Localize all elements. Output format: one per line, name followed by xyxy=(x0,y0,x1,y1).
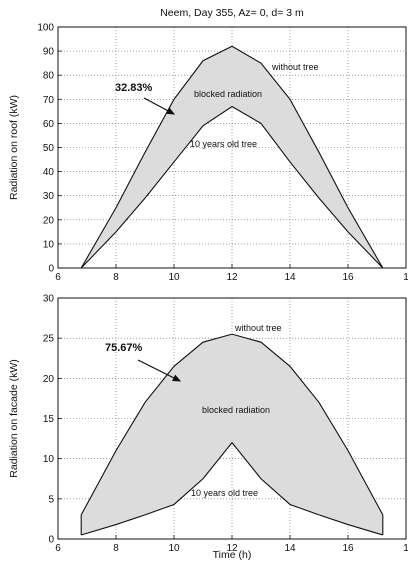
x-tick-label: 8 xyxy=(113,543,119,554)
x-tick-label: 1 xyxy=(403,272,408,283)
y-tick-label: 40 xyxy=(43,167,55,178)
y-tick-label: 30 xyxy=(43,294,55,305)
x-tick-label: 1 xyxy=(403,543,408,554)
y-tick-label: 15 xyxy=(43,414,55,425)
roof-arrow xyxy=(143,97,176,115)
roof-without-tree-label: without tree xyxy=(271,62,319,72)
x-tick-label: 16 xyxy=(342,272,354,283)
facade-blocked-area xyxy=(81,334,383,535)
roof-percent-label: 32.83% xyxy=(115,82,153,94)
roof-without-tree-line xyxy=(80,45,384,269)
x-tick-label: 14 xyxy=(284,272,296,283)
facade-arrow xyxy=(137,359,182,382)
facade-blocked-label: blocked radiation xyxy=(202,405,270,415)
roof-blocked-label: blocked radiation xyxy=(194,89,262,99)
roof-ylabel: Radiation on roof (kW) xyxy=(8,95,20,200)
y-tick-label: 25 xyxy=(43,334,55,345)
y-tick-label: 50 xyxy=(43,143,55,154)
y-tick-label: 30 xyxy=(43,191,55,202)
facade-without-tree-label: without tree xyxy=(234,323,282,333)
facade-tree-line xyxy=(81,441,383,536)
y-tick-label: 80 xyxy=(43,71,55,82)
x-tick-label: 10 xyxy=(168,272,180,283)
facade-xlabel: Time (h) xyxy=(213,549,252,561)
y-tick-label: 0 xyxy=(48,535,54,546)
y-tick-label: 5 xyxy=(48,494,54,505)
y-tick-label: 0 xyxy=(48,264,54,275)
facade-without-tree-line xyxy=(80,333,384,535)
roof-tree-line xyxy=(80,105,384,269)
y-tick-label: 70 xyxy=(43,95,55,106)
facade-ylabel: Radiation on facade (kW) xyxy=(8,359,20,477)
y-tick-label: 60 xyxy=(43,119,55,130)
facade-percent-label: 75.67% xyxy=(105,342,143,354)
y-tick-label: 20 xyxy=(43,374,55,385)
x-tick-label: 16 xyxy=(342,543,354,554)
x-tick-label: 12 xyxy=(226,543,238,554)
chart-title: Neem, Day 355, Az= 0, d= 3 m xyxy=(160,7,304,19)
x-tick-label: 8 xyxy=(113,272,119,283)
x-tick-label: 6 xyxy=(55,272,61,283)
y-tick-label: 100 xyxy=(37,23,54,34)
x-tick-label: 10 xyxy=(168,543,180,554)
roof-blocked-area xyxy=(81,46,383,268)
roof-tree-label: 10 years old tree xyxy=(190,139,257,149)
x-tick-label: 12 xyxy=(226,272,238,283)
y-tick-label: 10 xyxy=(43,454,55,465)
x-tick-label: 14 xyxy=(284,543,296,554)
x-tick-label: 6 xyxy=(55,543,61,554)
facade-tree-label: 10 years old tree xyxy=(191,488,258,498)
y-tick-label: 90 xyxy=(43,47,55,58)
y-tick-label: 20 xyxy=(43,215,55,226)
y-tick-label: 10 xyxy=(43,239,55,250)
